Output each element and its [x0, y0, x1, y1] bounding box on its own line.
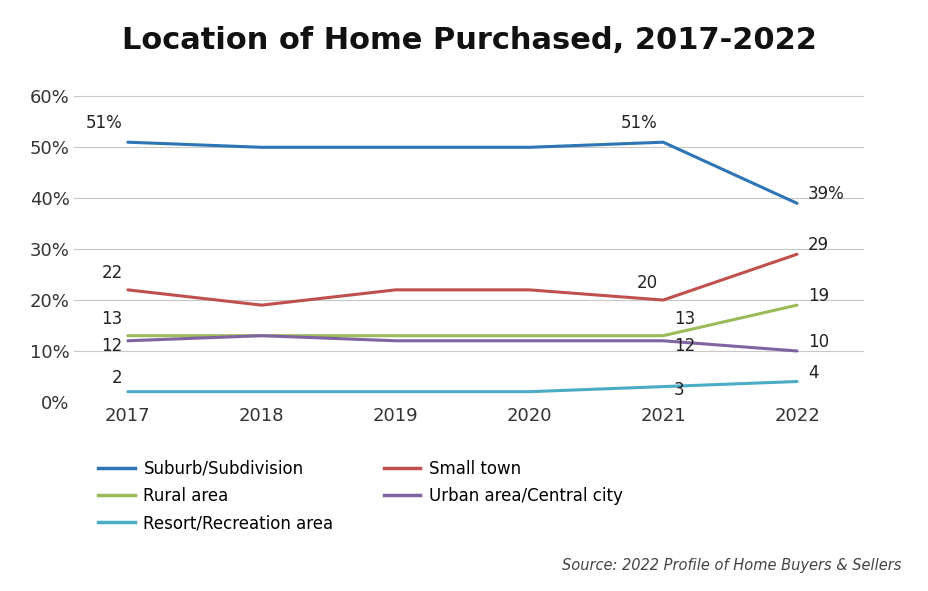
Text: 10: 10: [806, 333, 828, 351]
Text: 39%: 39%: [806, 186, 844, 203]
Text: 29: 29: [806, 236, 828, 254]
Text: 12: 12: [673, 337, 694, 355]
Text: 13: 13: [101, 310, 122, 328]
Title: Location of Home Purchased, 2017-2022: Location of Home Purchased, 2017-2022: [122, 25, 816, 55]
Text: 20: 20: [636, 274, 657, 293]
Text: 3: 3: [673, 381, 684, 400]
Text: 19: 19: [806, 287, 828, 305]
Text: Source: 2022 Profile of Home Buyers & Sellers: Source: 2022 Profile of Home Buyers & Se…: [561, 558, 900, 573]
Text: 22: 22: [101, 264, 122, 282]
Text: 51%: 51%: [85, 114, 122, 132]
Text: 13: 13: [673, 310, 694, 328]
Legend: Suburb/Subdivision, Rural area, Resort/Recreation area, Small town, Urban area/C: Suburb/Subdivision, Rural area, Resort/R…: [98, 460, 622, 532]
Text: 12: 12: [101, 337, 122, 355]
Text: 4: 4: [806, 363, 818, 382]
Text: 2: 2: [111, 369, 122, 387]
Text: 51%: 51%: [621, 114, 657, 132]
